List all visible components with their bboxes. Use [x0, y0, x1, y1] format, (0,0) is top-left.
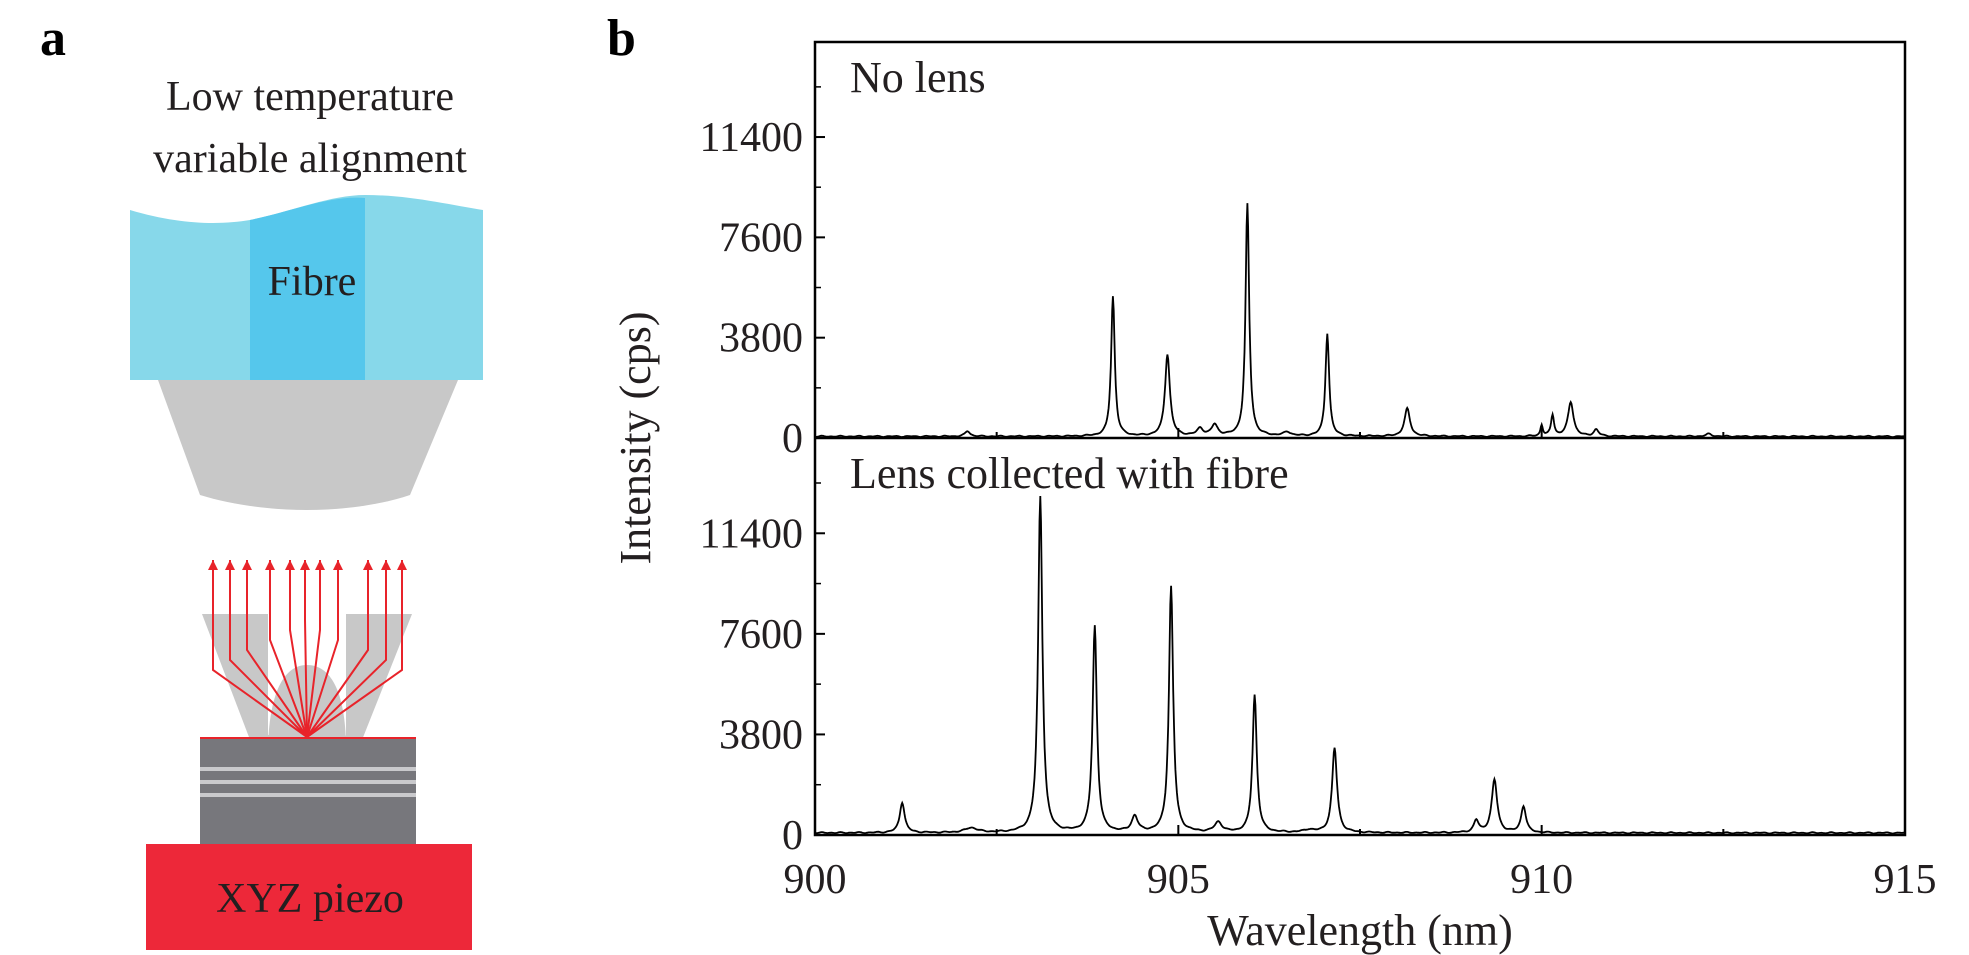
sample-stack: [200, 737, 416, 844]
panel-a-caption-line1: Low temperature: [166, 74, 454, 120]
dbr-layer: [200, 767, 416, 771]
ray: [246, 560, 308, 738]
ray-arrowhead: [300, 560, 310, 570]
spectrum-label: No lens: [850, 53, 986, 102]
panel-a-letter: a: [40, 10, 66, 67]
ray-arrowhead: [315, 560, 325, 570]
ray: [306, 560, 321, 738]
dbr-layer: [200, 780, 416, 784]
ray-arrowhead: [381, 560, 391, 570]
x-tick-label: 900: [784, 857, 847, 903]
fibre-graphic: Fibre: [130, 195, 483, 380]
panel-b-letter: b: [607, 10, 636, 67]
x-tick-label: 915: [1874, 857, 1937, 903]
fibre-core: [250, 197, 365, 380]
ray: [306, 560, 339, 738]
x-tick-label: 905: [1147, 857, 1210, 903]
x-tick-label: 910: [1510, 857, 1573, 903]
micro-lens-right: [346, 614, 412, 745]
spectrum-label: Lens collected with fibre: [850, 449, 1289, 498]
sample: [200, 738, 416, 844]
piezo-block: [146, 844, 472, 950]
ray-arrowhead: [397, 560, 407, 570]
ray-arrowhead: [333, 560, 343, 570]
emission-rays: [208, 560, 407, 738]
ray: [306, 560, 369, 738]
ray-arrowhead: [363, 560, 373, 570]
piezo-label: XYZ piezo: [216, 876, 404, 922]
panel-a: a Low temperature variable alignment Fib…: [40, 10, 483, 950]
ray-arrowhead: [208, 560, 218, 570]
y-tick-label: 11400: [700, 511, 803, 557]
spectrum-line: [814, 495, 1906, 835]
collection-lens: [158, 380, 458, 510]
ray: [229, 560, 308, 738]
micro-lens-left: [202, 614, 268, 745]
ray: [306, 560, 403, 738]
ray-arrowhead: [242, 560, 252, 570]
y-tick-label: 7600: [719, 215, 803, 261]
y-tick-label: 3800: [719, 316, 803, 362]
panel-b: b No lens 0 3800 7600 11400 Lens collected wi…: [607, 10, 1937, 955]
y-tick-label: 3800: [719, 712, 803, 758]
panel-a-caption-line2: variable alignment: [153, 136, 467, 182]
ray: [289, 560, 308, 738]
ray-arrowhead: [225, 560, 235, 570]
xyz-piezo: XYZ piezo: [146, 844, 472, 950]
x-axis-title: Wavelength (nm): [1207, 906, 1513, 955]
y-tick-label: 11400: [700, 115, 803, 161]
ray-arrowhead: [265, 560, 275, 570]
ray: [269, 560, 308, 738]
dbr-layer: [200, 793, 416, 797]
ray: [212, 560, 308, 738]
ray-arrowhead: [285, 560, 295, 570]
spectrum-line: [814, 203, 1906, 439]
y-tick-label: 7600: [719, 612, 803, 658]
y-tick-label: 0: [782, 416, 803, 462]
y-tick-label: 0: [782, 813, 803, 859]
y-axis-title: Intensity (cps): [611, 312, 660, 565]
ray: [306, 560, 387, 738]
ray: [304, 560, 308, 738]
spectra-chart: No lens 0 3800 7600 11400 Lens collected with…: [611, 40, 1937, 955]
fibre-label: Fibre: [268, 259, 357, 305]
